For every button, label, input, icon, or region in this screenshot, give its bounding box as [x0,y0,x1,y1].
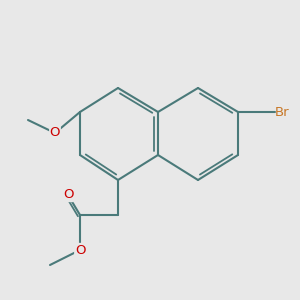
Text: Br: Br [275,106,290,118]
Text: O: O [75,244,85,256]
Text: O: O [50,127,60,140]
Text: O: O [63,188,73,202]
